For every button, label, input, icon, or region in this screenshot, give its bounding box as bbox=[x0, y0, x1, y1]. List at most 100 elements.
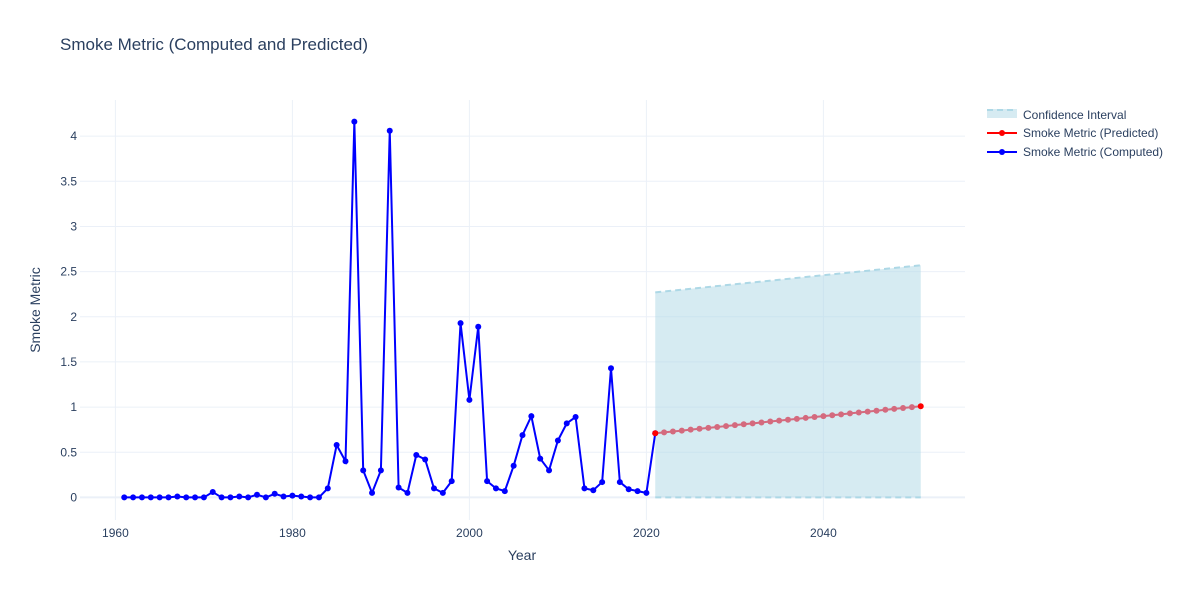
computed-point[interactable] bbox=[245, 494, 252, 501]
predicted-point[interactable] bbox=[917, 403, 924, 410]
predicted-point[interactable] bbox=[678, 427, 685, 434]
computed-point[interactable] bbox=[484, 478, 491, 485]
computed-point[interactable] bbox=[599, 479, 606, 486]
computed-point[interactable] bbox=[298, 493, 305, 500]
predicted-point[interactable] bbox=[776, 417, 783, 424]
predicted-point[interactable] bbox=[652, 430, 659, 437]
predicted-point[interactable] bbox=[891, 405, 898, 412]
computed-point[interactable] bbox=[324, 485, 331, 492]
predicted-point[interactable] bbox=[882, 406, 889, 413]
y-tick-label: 0.5 bbox=[60, 445, 77, 459]
legend-item-computed[interactable]: Smoke Metric (Computed) bbox=[987, 145, 1163, 159]
computed-point[interactable] bbox=[183, 494, 190, 501]
computed-point[interactable] bbox=[218, 494, 225, 501]
computed-point[interactable] bbox=[262, 494, 269, 501]
x-tick-label: 1980 bbox=[279, 526, 306, 540]
computed-point[interactable] bbox=[395, 484, 402, 491]
computed-point[interactable] bbox=[404, 489, 411, 496]
computed-point[interactable] bbox=[634, 488, 641, 495]
computed-point[interactable] bbox=[519, 432, 526, 439]
confidence-upper-line bbox=[655, 264, 921, 294]
computed-point[interactable] bbox=[360, 467, 367, 474]
computed-point[interactable] bbox=[147, 494, 154, 501]
computed-point[interactable] bbox=[121, 494, 128, 501]
predicted-point[interactable] bbox=[811, 414, 818, 421]
computed-point[interactable] bbox=[174, 493, 181, 500]
predicted-point[interactable] bbox=[767, 418, 774, 425]
predicted-point[interactable] bbox=[908, 404, 915, 411]
computed-point[interactable] bbox=[209, 489, 216, 495]
y-tick-label: 2.5 bbox=[60, 265, 77, 279]
predicted-point[interactable] bbox=[873, 407, 880, 414]
predicted-point[interactable] bbox=[687, 426, 694, 433]
predicted-point[interactable] bbox=[829, 412, 836, 419]
computed-point[interactable] bbox=[528, 413, 535, 420]
computed-point[interactable] bbox=[625, 486, 632, 493]
computed-point[interactable] bbox=[369, 489, 376, 496]
legend-item-predicted[interactable]: Smoke Metric (Predicted) bbox=[987, 126, 1158, 140]
computed-point[interactable] bbox=[475, 323, 482, 330]
computed-point[interactable] bbox=[608, 365, 614, 372]
computed-point[interactable] bbox=[156, 494, 163, 501]
y-tick-label: 3.5 bbox=[60, 174, 77, 188]
predicted-point[interactable] bbox=[714, 423, 721, 430]
computed-point[interactable] bbox=[227, 494, 234, 501]
computed-point[interactable] bbox=[572, 414, 579, 421]
computed-point[interactable] bbox=[422, 456, 429, 463]
predicted-point[interactable] bbox=[740, 421, 747, 428]
predicted-point[interactable] bbox=[669, 428, 676, 435]
predicted-point[interactable] bbox=[731, 422, 738, 429]
predicted-point[interactable] bbox=[793, 415, 800, 422]
computed-point[interactable] bbox=[581, 485, 588, 492]
predicted-point[interactable] bbox=[661, 429, 668, 436]
computed-point[interactable] bbox=[448, 478, 455, 485]
computed-point[interactable] bbox=[431, 485, 437, 492]
computed-point[interactable] bbox=[289, 492, 296, 499]
chart-title: Smoke Metric (Computed and Predicted) bbox=[60, 35, 368, 54]
computed-point[interactable] bbox=[200, 494, 207, 501]
computed-point[interactable] bbox=[590, 487, 597, 494]
computed-point[interactable] bbox=[192, 494, 199, 501]
legend-item-confidence-interval[interactable]: Confidence Interval bbox=[987, 108, 1126, 122]
predicted-point[interactable] bbox=[820, 413, 827, 420]
computed-point[interactable] bbox=[307, 494, 314, 501]
computed-point[interactable] bbox=[165, 494, 172, 501]
predicted-point[interactable] bbox=[696, 425, 703, 432]
predicted-point[interactable] bbox=[705, 424, 712, 431]
computed-point[interactable] bbox=[466, 396, 473, 403]
computed-point[interactable] bbox=[236, 493, 243, 500]
computed-point[interactable] bbox=[386, 127, 393, 134]
predicted-point[interactable] bbox=[785, 416, 791, 423]
computed-point[interactable] bbox=[554, 437, 561, 444]
computed-point[interactable] bbox=[280, 493, 287, 500]
computed-point[interactable] bbox=[492, 485, 499, 492]
computed-point[interactable] bbox=[501, 488, 508, 495]
computed-point[interactable] bbox=[537, 455, 544, 462]
computed-point[interactable] bbox=[377, 467, 384, 474]
predicted-point[interactable] bbox=[900, 405, 907, 411]
predicted-point[interactable] bbox=[749, 420, 756, 427]
computed-point[interactable] bbox=[413, 451, 420, 458]
computed-point[interactable] bbox=[546, 467, 553, 474]
computed-point[interactable] bbox=[510, 462, 517, 469]
predicted-point[interactable] bbox=[855, 409, 862, 416]
computed-point[interactable] bbox=[643, 489, 650, 496]
predicted-point[interactable] bbox=[723, 423, 730, 430]
predicted-point[interactable] bbox=[846, 410, 853, 417]
predicted-point[interactable] bbox=[758, 419, 765, 426]
computed-point[interactable] bbox=[342, 458, 349, 465]
predicted-point[interactable] bbox=[838, 411, 845, 418]
computed-point[interactable] bbox=[271, 490, 278, 497]
computed-point[interactable] bbox=[333, 442, 340, 449]
predicted-point[interactable] bbox=[802, 414, 809, 421]
predicted-point[interactable] bbox=[864, 408, 871, 415]
computed-point[interactable] bbox=[616, 479, 623, 486]
computed-point[interactable] bbox=[254, 491, 260, 498]
computed-point[interactable] bbox=[351, 118, 358, 125]
computed-point[interactable] bbox=[138, 494, 145, 501]
computed-point[interactable] bbox=[457, 320, 464, 327]
computed-point[interactable] bbox=[563, 420, 570, 427]
computed-point[interactable] bbox=[130, 494, 137, 501]
computed-point[interactable] bbox=[315, 494, 322, 501]
computed-point[interactable] bbox=[439, 489, 446, 496]
